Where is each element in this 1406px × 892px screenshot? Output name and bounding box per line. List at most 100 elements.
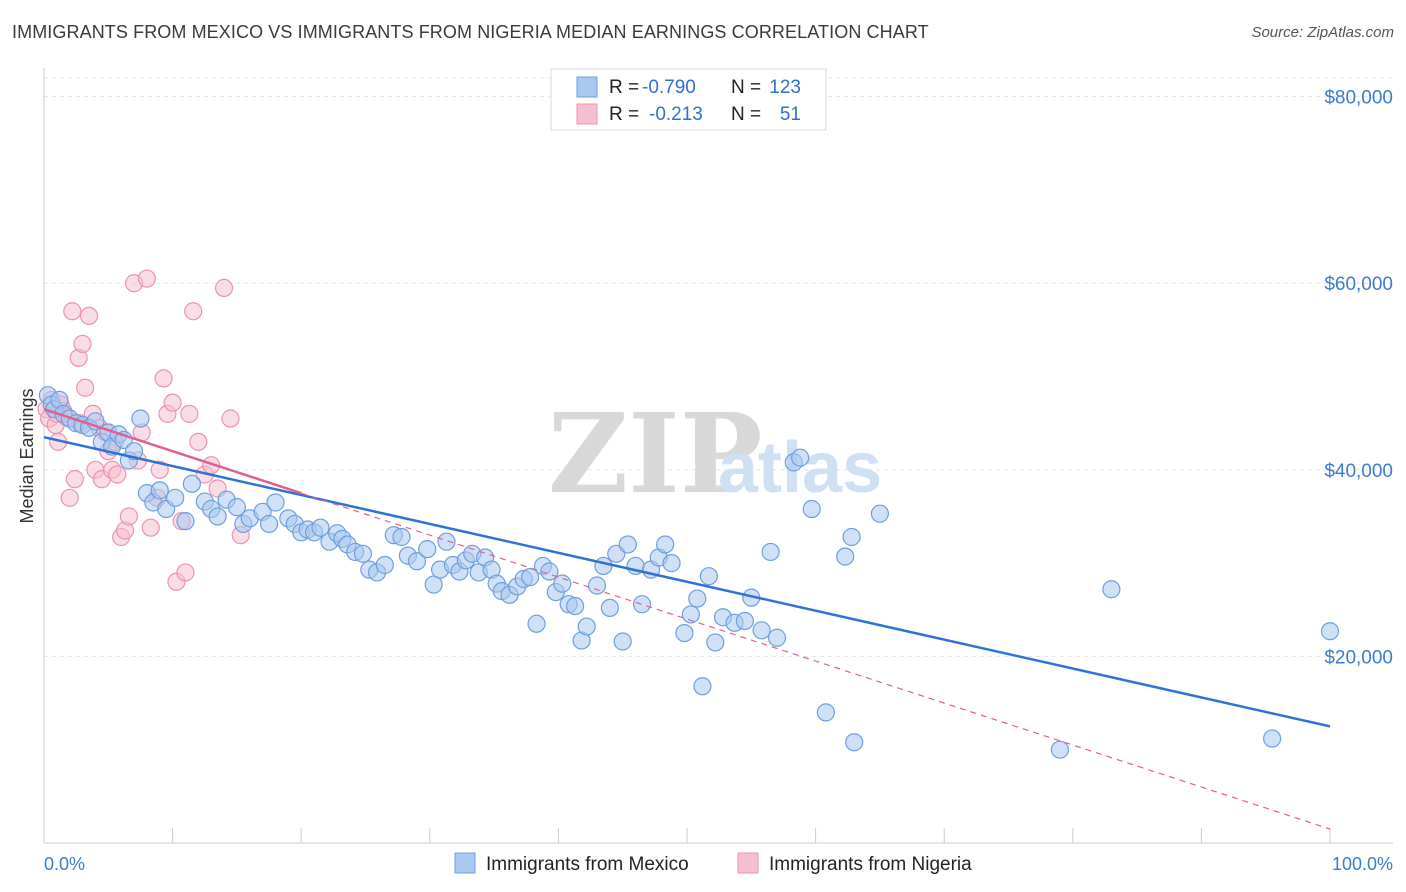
mexico-trend-line xyxy=(43,435,1331,728)
legend-n-label-nigeria: N = xyxy=(731,104,761,125)
nigeria-point-30 xyxy=(137,269,156,288)
mexico-point-22 xyxy=(166,488,185,507)
mexico-point-77 xyxy=(566,596,585,616)
legend-r-label-mexico: R = xyxy=(609,77,639,98)
mexico-point-95 xyxy=(693,677,712,696)
nigeria-point-47 xyxy=(221,409,240,428)
watermark-zip: ZIP xyxy=(548,389,762,518)
mexico-point-107 xyxy=(802,499,821,519)
nigeria-trend-line-extended xyxy=(301,492,1331,830)
mexico-point-106 xyxy=(791,448,810,467)
mexico-point-82 xyxy=(600,598,619,618)
x-axis-ticks xyxy=(43,828,1331,843)
bottom-legend-swatch-mexico xyxy=(454,852,476,874)
bottom-legend-swatch-nigeria xyxy=(737,852,759,874)
mexico-point-79 xyxy=(577,617,596,636)
mexico-point-81 xyxy=(594,556,613,576)
nigeria-point-31 xyxy=(141,518,160,537)
y-tick-label-40000: $40,000 xyxy=(1324,461,1393,482)
y-tick-labels: $20,000 $40,000 $60,000 $80,000 xyxy=(1324,88,1393,669)
mexico-point-116 xyxy=(1320,622,1340,641)
y-tick-label-60000: $60,000 xyxy=(1324,274,1393,295)
mexico-point-73 xyxy=(540,562,559,581)
mexico-point-75 xyxy=(553,574,572,593)
mexico-point-96 xyxy=(699,567,718,586)
nigeria-point-23 xyxy=(108,465,127,484)
legend-n-value-mexico: 123 xyxy=(769,77,801,98)
nigeria-point-41 xyxy=(184,302,203,321)
nigeria-point-26 xyxy=(119,507,138,526)
mexico-point-49 xyxy=(375,555,394,575)
nigeria-point-34 xyxy=(154,369,173,388)
mexico-point-40 xyxy=(311,518,330,537)
mexico-point-91 xyxy=(662,554,681,573)
nigeria-point-8 xyxy=(60,488,79,507)
nigeria-point-12 xyxy=(73,334,92,353)
legend-swatch-nigeria xyxy=(576,103,598,125)
mexico-point-84 xyxy=(613,632,632,651)
nigeria-series xyxy=(37,269,250,591)
correlation-legend: R = -0.790 N = 123 R = -0.213 N = 51 xyxy=(550,68,827,131)
legend-r-value-mexico: -0.790 xyxy=(642,77,696,98)
mexico-point-23 xyxy=(176,512,195,531)
nigeria-point-14 xyxy=(79,306,99,325)
grid-lines xyxy=(44,77,1393,657)
mexico-point-51 xyxy=(392,527,411,547)
y-tick-label-20000: $20,000 xyxy=(1324,647,1393,668)
mexico-series xyxy=(38,386,1340,759)
mexico-point-80 xyxy=(587,576,607,595)
bottom-legend-label-nigeria: Immigrants from Nigeria xyxy=(769,854,972,875)
mexico-point-92 xyxy=(675,623,694,643)
trend-lines xyxy=(43,408,1331,830)
nigeria-point-33 xyxy=(150,460,169,479)
nigeria-point-9 xyxy=(63,302,82,321)
mexico-point-111 xyxy=(845,733,864,752)
mexico-point-33 xyxy=(259,514,279,534)
mexico-point-102 xyxy=(752,621,771,640)
mexico-point-108 xyxy=(816,703,835,722)
mexico-point-113 xyxy=(1050,740,1070,759)
mexico-point-94 xyxy=(688,589,707,608)
mexico-point-71 xyxy=(527,614,546,633)
y-tick-label-80000: $80,000 xyxy=(1324,88,1393,109)
mexico-point-93 xyxy=(681,605,700,624)
x-tick-label-max: 100.0% xyxy=(1332,854,1393,874)
mexico-point-109 xyxy=(836,547,855,566)
bottom-legend-label-mexico: Immigrants from Mexico xyxy=(486,854,689,875)
mexico-point-27 xyxy=(208,507,227,526)
mexico-point-104 xyxy=(767,628,787,647)
mexico-point-87 xyxy=(632,595,652,614)
legend-swatch-mexico xyxy=(576,76,598,98)
mexico-point-85 xyxy=(618,535,637,554)
x-tick-label-min: 0.0% xyxy=(44,854,85,874)
nigeria-point-13 xyxy=(76,378,95,397)
nigeria-point-39 xyxy=(176,563,195,582)
mexico-point-90 xyxy=(656,535,675,554)
y-axis-label: Median Earnings xyxy=(17,388,37,523)
chart-title: IMMIGRANTS FROM MEXICO VS IMMIGRANTS FRO… xyxy=(12,22,929,42)
legend-n-value-nigeria: 51 xyxy=(780,104,801,125)
mexico-point-97 xyxy=(706,633,725,652)
mexico-point-112 xyxy=(870,504,890,523)
mexico-point-54 xyxy=(418,540,437,559)
legend-n-label-mexico: N = xyxy=(731,77,761,98)
mexico-point-57 xyxy=(437,532,456,551)
mexico-point-70 xyxy=(521,568,540,587)
mexico-point-20 xyxy=(150,481,169,500)
series-legend: Immigrants from Mexico Immigrants from N… xyxy=(454,852,972,875)
source-label: Source: ZipAtlas.com xyxy=(1251,24,1394,41)
nigeria-point-46 xyxy=(214,278,234,298)
mexico-point-103 xyxy=(761,542,780,562)
nigeria-trend-line xyxy=(43,408,302,495)
mexico-point-34 xyxy=(266,493,285,512)
mexico-point-46 xyxy=(353,544,373,563)
mexico-point-115 xyxy=(1263,729,1282,748)
mexico-point-17 xyxy=(131,409,150,428)
nigeria-point-36 xyxy=(163,393,182,412)
legend-r-label-nigeria: R = xyxy=(609,104,639,125)
mexico-point-114 xyxy=(1102,580,1121,599)
mexico-point-110 xyxy=(842,527,861,547)
mexico-point-24 xyxy=(182,474,201,493)
mexico-point-53 xyxy=(407,552,427,571)
